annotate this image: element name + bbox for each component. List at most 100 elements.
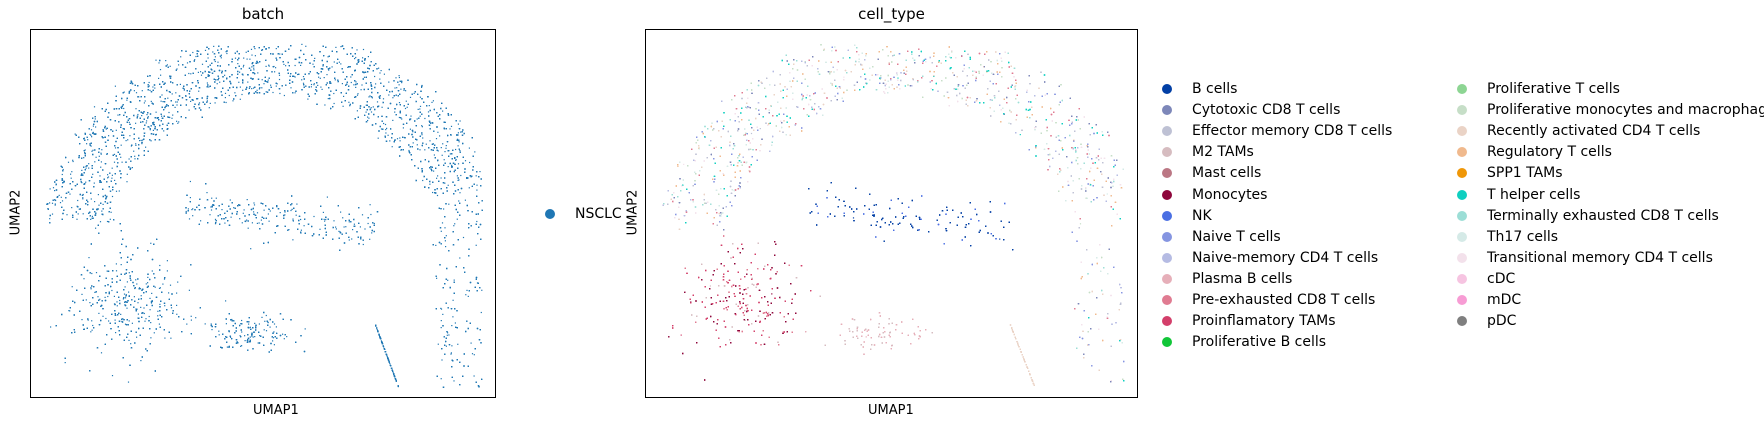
scatter-point	[135, 108, 137, 110]
scatter-point	[379, 72, 381, 74]
scatter-point	[212, 51, 214, 53]
scatter-point	[268, 220, 270, 222]
scatter-point	[374, 75, 376, 78]
scatter-point	[100, 153, 102, 155]
scatter-point	[192, 51, 194, 54]
scatter-point	[97, 296, 99, 298]
scatter-point	[340, 63, 342, 65]
scatter-point	[409, 96, 412, 98]
scatter-point	[167, 97, 169, 99]
scatter-point	[106, 153, 108, 155]
scatter-point	[178, 64, 180, 66]
scatter-point	[101, 210, 103, 212]
scatter-point	[127, 139, 129, 141]
scatter-point	[431, 101, 433, 103]
scatter-point	[90, 287, 92, 289]
scatter-point	[260, 219, 262, 221]
scatter-point	[275, 85, 277, 87]
scatter-point	[111, 177, 113, 179]
scatter-point	[210, 206, 212, 208]
scatter-point	[240, 345, 242, 347]
scatter-point	[274, 71, 276, 73]
scatter-point	[209, 214, 211, 216]
scatter-point	[386, 356, 388, 358]
scatter-point	[137, 313, 139, 315]
scatter-point	[284, 211, 286, 213]
scatter-point	[141, 90, 143, 92]
scatter-point	[107, 174, 109, 176]
scatter-point	[369, 238, 371, 240]
batch-plot-frame	[30, 29, 496, 398]
scatter-point	[210, 209, 213, 211]
scatter-point	[439, 135, 441, 137]
scatter-point	[422, 137, 424, 139]
batch-plot-title: batch	[241, 5, 285, 23]
scatter-point	[87, 139, 89, 141]
scatter-point	[190, 100, 192, 102]
scatter-point	[219, 81, 221, 83]
scatter-point	[138, 96, 140, 98]
scatter-point	[170, 337, 172, 339]
scatter-point	[261, 49, 264, 51]
scatter-point	[185, 210, 187, 213]
scatter-point	[116, 305, 118, 307]
scatter-point	[441, 154, 443, 156]
scatter-point	[168, 111, 170, 114]
scatter-point	[148, 126, 150, 128]
scatter-point	[134, 287, 136, 290]
scatter-point	[144, 320, 146, 322]
scatter-point	[324, 220, 326, 222]
scatter-point	[416, 144, 418, 146]
scatter-point	[220, 54, 222, 56]
scatter-point	[301, 43, 303, 45]
scatter-point	[361, 84, 363, 86]
scatter-point	[253, 211, 255, 213]
scatter-point	[107, 295, 109, 298]
scatter-point	[95, 156, 97, 158]
scatter-point	[207, 57, 209, 59]
scatter-point	[327, 98, 329, 100]
scatter-point	[468, 187, 470, 189]
scatter-point	[229, 199, 231, 201]
scatter-point	[220, 57, 222, 59]
scatter-point	[102, 203, 104, 205]
scatter-point	[265, 314, 267, 317]
scatter-point	[401, 82, 403, 84]
scatter-point	[81, 182, 83, 184]
scatter-point	[265, 91, 267, 93]
scatter-point	[313, 84, 315, 86]
scatter-point	[291, 208, 293, 210]
scatter-point	[253, 202, 255, 204]
scatter-point	[224, 92, 227, 94]
scatter-point	[294, 92, 296, 94]
scatter-point	[305, 45, 307, 47]
scatter-point	[279, 92, 281, 95]
scatter-point	[91, 329, 93, 331]
scatter-point	[71, 171, 73, 173]
scatter-point	[284, 214, 286, 216]
scatter-point	[201, 63, 204, 65]
scatter-point	[247, 81, 249, 83]
scatter-point	[370, 107, 372, 109]
scatter-point	[119, 299, 121, 302]
scatter-point	[140, 306, 142, 308]
scatter-point	[189, 180, 191, 183]
scatter-point	[214, 218, 217, 220]
scatter-point	[151, 292, 153, 294]
scatter-point	[400, 88, 402, 90]
scatter-point	[49, 218, 51, 220]
scatter-point	[243, 209, 245, 211]
scatter-point	[82, 197, 84, 199]
scatter-point	[117, 114, 119, 116]
scatter-point	[322, 211, 324, 213]
scatter-point	[376, 101, 379, 103]
scatter-point	[347, 66, 349, 68]
scatter-point	[249, 326, 251, 328]
scatter-point	[386, 127, 388, 129]
scatter-point	[422, 179, 424, 182]
scatter-point	[412, 131, 414, 133]
scatter-point	[424, 149, 426, 151]
scatter-point	[251, 54, 253, 56]
scatter-point	[130, 343, 132, 345]
scatter-point	[88, 257, 90, 259]
